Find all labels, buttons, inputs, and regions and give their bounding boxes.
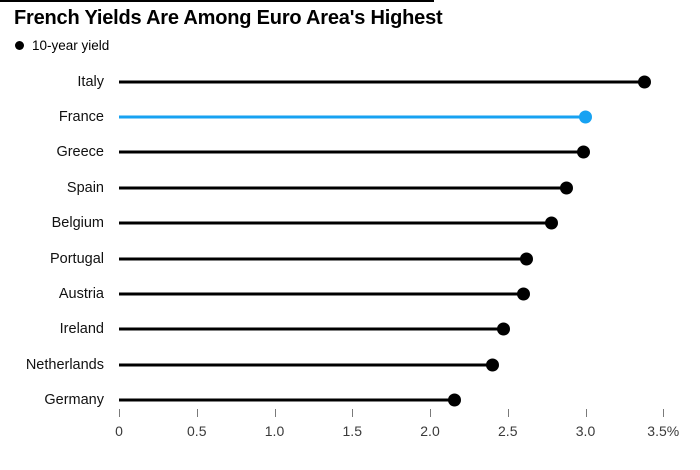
chart-title: French Yields Are Among Euro Area's High… [14, 7, 443, 29]
category-label: Portugal [49, 250, 104, 267]
data-point-dot [577, 145, 591, 159]
data-point-dot [496, 322, 510, 336]
x-axis-tick-mark [663, 409, 665, 417]
row-plot [119, 241, 700, 276]
x-axis-tick-mark [196, 409, 198, 417]
stem-line [119, 115, 586, 119]
x-axis-tick-label: 3.5% [647, 423, 680, 439]
x-axis-tick-mark [119, 409, 120, 417]
category-label: Netherlands [25, 356, 104, 373]
x-axis-tick-label: 3.0 [575, 423, 596, 439]
stem-line [119, 80, 645, 84]
row-plot [119, 135, 700, 170]
chart-row-spain: Spain [0, 170, 700, 205]
x-axis-tick-label: 0 [115, 423, 123, 439]
stem-line [119, 363, 493, 367]
category-label: Austria [58, 286, 104, 303]
chart-row-italy: Italy [0, 64, 700, 99]
x-axis-tick-mark [430, 409, 431, 417]
stem-line [119, 398, 455, 402]
legend-dot-icon [15, 41, 24, 50]
x-axis-tick-label: 0.5 [187, 423, 207, 439]
chart-legend: 10-year yield [15, 38, 109, 53]
category-label: Belgium [51, 215, 104, 232]
x-axis-tick-label: 1.0 [264, 423, 285, 439]
chart-row-portugal: Portugal [0, 241, 700, 276]
category-label: Italy [77, 73, 104, 90]
chart-plot-area: Italy France Greece Spain Belgium Portugal Aus… [0, 64, 700, 418]
data-point-dot [519, 252, 533, 266]
stem-line [119, 292, 524, 296]
row-plot [119, 170, 700, 205]
category-label: Greece [56, 144, 104, 161]
category-label: Germany [44, 392, 104, 409]
x-axis-tick-mark [274, 409, 276, 417]
row-plot [119, 276, 700, 311]
legend-label: 10-year yield [32, 38, 110, 53]
chart-row-austria: Austria [0, 276, 700, 311]
x-axis-tick-mark [352, 409, 354, 417]
data-point-dot [448, 393, 462, 407]
data-point-dot [638, 75, 652, 89]
x-axis-tick-label: 1.5 [342, 423, 362, 439]
chart-row-netherlands: Netherlands [0, 347, 700, 382]
stem-line [119, 327, 504, 331]
x-axis-tick-mark [507, 409, 509, 417]
category-label: France [58, 109, 104, 126]
row-plot [119, 347, 700, 382]
data-point-dot [485, 358, 499, 372]
stem-line [119, 257, 527, 261]
chart-row-belgium: Belgium [0, 206, 700, 241]
x-axis-tick-label: 2.5 [498, 423, 518, 439]
chart-row-germany: Germany [0, 383, 700, 418]
data-point-dot [544, 216, 558, 230]
top-rule [0, 0, 434, 2]
chart-row-greece: Greece [0, 135, 700, 170]
row-plot [119, 383, 700, 418]
row-plot [119, 64, 700, 99]
data-point-dot [516, 287, 530, 301]
data-point-dot [579, 110, 592, 124]
category-label: Ireland [59, 321, 104, 338]
row-plot [119, 206, 700, 241]
stem-line [119, 221, 552, 225]
x-axis-tick-mark [585, 409, 587, 417]
row-plot [119, 99, 700, 134]
category-label: Spain [66, 179, 104, 196]
x-axis-tick-label: 2.0 [420, 423, 440, 439]
row-plot [119, 312, 700, 347]
data-point-dot [560, 181, 574, 195]
x-axis: 0 0.5 1.0 1.5 2.0 2.5 3.0 3.5% [115, 409, 700, 454]
chart-row-france: France [0, 99, 700, 134]
stem-line [119, 150, 584, 154]
chart-row-ireland: Ireland [0, 312, 700, 347]
stem-line [119, 186, 567, 190]
